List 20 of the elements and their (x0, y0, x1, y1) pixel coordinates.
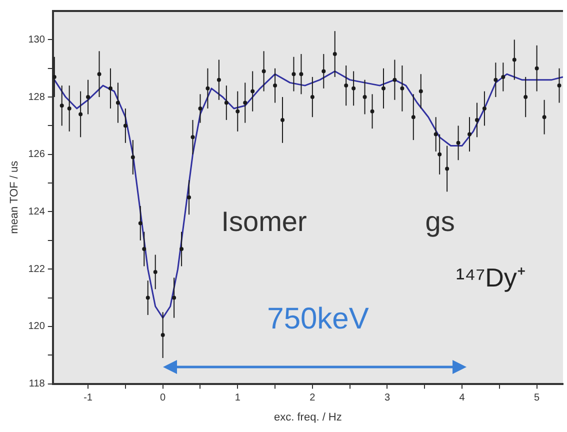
x-tick-label: 5 (534, 392, 540, 404)
annotation: Isomer (221, 206, 307, 238)
y-tick-label: 124 (28, 206, 46, 218)
x-tick-label: 2 (310, 392, 316, 404)
x-tick-label: 3 (384, 392, 390, 404)
y-axis-title: mean TOF / us (8, 160, 21, 234)
x-tick-label: -1 (84, 392, 93, 404)
y-tick-label: 130 (28, 34, 46, 46)
annotation: gs (425, 206, 455, 238)
y-tick-label: 122 (28, 264, 46, 275)
annotation: 750keV (267, 302, 369, 336)
annotation: ¹⁴⁷Dy⁺ (456, 262, 526, 293)
y-tick-label: 126 (28, 149, 46, 160)
x-axis-title: exc. freq. / Hz (274, 411, 342, 424)
y-tick-label: 128 (28, 92, 46, 103)
x-tick-label: 1 (234, 392, 241, 404)
x-tick-label: 4 (459, 392, 466, 404)
x-tick-label: 0 (160, 392, 166, 404)
y-tick-label: 118 (28, 378, 46, 390)
y-tick-label: 120 (28, 321, 46, 332)
